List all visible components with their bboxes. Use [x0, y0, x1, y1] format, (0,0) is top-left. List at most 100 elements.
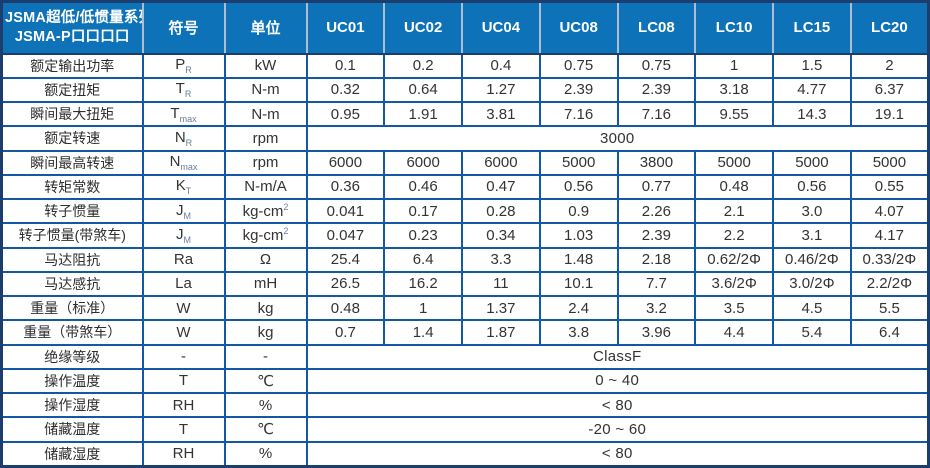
table-body: 额定输出功率 PR kW 0.1 0.2 0.4 0.75 0.75 1 1.5 2 额定扭矩 TR N-…	[0, 52, 930, 468]
value-cell: 5000	[849, 149, 930, 176]
value-cell: 11	[461, 270, 541, 298]
symbol-cell: RH	[141, 440, 226, 468]
table-row: 马达阻抗 Ra Ω 25.4 6.4 3.3 1.48 2.18 0.62/2Φ 0.46/2Φ 0…	[0, 246, 930, 273]
symbol-cell: RH	[141, 391, 226, 419]
table-row: 转子惯量(带煞车) JM kg-cm2 0.047 0.23 0.34 1.03 2.39 2.…	[0, 222, 930, 249]
row-label: 转子惯量	[0, 197, 144, 225]
value-cell: 0.46	[383, 173, 463, 201]
value-cell: 6000	[305, 149, 386, 176]
model-column-header-uc04: UC04	[461, 1, 540, 55]
symbol-text: J	[176, 225, 184, 243]
value-cell: 0.75	[616, 52, 697, 79]
symbol-cell: Tmax	[141, 100, 226, 128]
table-row: 操作湿度 RH% < 80	[0, 391, 930, 419]
symbol-text: T	[178, 372, 189, 390]
table-row: 转矩常数 KT N-m/A 0.36 0.46 0.47 0.56 0.77 0.48 0.56 0…	[0, 173, 930, 201]
value-cell: 1	[694, 52, 774, 79]
unit-text: kg-cm	[242, 227, 284, 245]
value-cell: 2.39	[616, 76, 697, 104]
row-label: 绝缘等级	[0, 343, 144, 370]
value-cell: 7.7	[616, 270, 697, 298]
value-cell: 0.4	[461, 52, 541, 79]
value-cell: 0.047	[305, 222, 386, 249]
symbol-text: W	[176, 323, 191, 341]
header-row: JSMA超低/低惯量系列 JSMA-P口口口口 符号 单位 UC01 UC02 UC…	[1, 1, 929, 55]
model-column-header-uc01: UC01	[305, 1, 385, 55]
symbol-text: T	[175, 80, 185, 98]
value-cell: 5000	[694, 149, 774, 176]
value-cell: 1.37	[461, 294, 541, 322]
value-cell: 1.5	[772, 52, 852, 79]
value-cell: 0.2	[383, 52, 463, 79]
series-title-cell: JSMA超低/低惯量系列 JSMA-P口口口口	[1, 1, 143, 55]
table-row: 操作温度 T ℃ 0 ~ 40	[0, 367, 930, 395]
symbol-subscript: M	[183, 234, 192, 245]
unit-cell: kg-cm2	[223, 222, 308, 249]
symbol-subscript: R	[185, 65, 192, 76]
value-cell: 0.75	[538, 52, 619, 79]
merged-value-cell: < 80	[305, 440, 930, 468]
value-cell: 3.0	[772, 197, 852, 225]
symbol-text: J	[176, 201, 184, 219]
value-cell: 0.1	[305, 52, 386, 79]
series-title-line1: JSMA超低/低惯量系列	[5, 9, 143, 26]
value-cell: 3.3	[461, 246, 541, 273]
value-cell: 3800	[616, 149, 697, 176]
value-cell: 5.5	[849, 294, 930, 322]
value-cell: 7.16	[616, 100, 697, 128]
table-row: 额定转速 NR rpm 3000	[0, 125, 930, 152]
row-label: 储藏温度	[0, 416, 144, 443]
unit-text: N-m	[251, 105, 280, 123]
value-cell: 6.4	[849, 319, 930, 346]
table-row: 瞬间最大扭矩 Tmax N-m 0.95 1.91 3.81 7.16 7.16 9.55 14.…	[0, 100, 930, 128]
symbol-cell: T	[141, 367, 226, 395]
symbol-subscript: max	[179, 113, 197, 124]
row-label: 转矩常数	[0, 173, 144, 201]
model-column-header-lc20: LC20	[849, 1, 929, 55]
table-row: 瞬间最高转速 Nmax rpm 6000 6000 6000 5000 3800 5000 500…	[0, 149, 930, 176]
value-cell: 3.2	[616, 294, 697, 322]
series-title-line2: JSMA-P口口口口	[14, 28, 130, 45]
symbol-text: Ra	[173, 251, 194, 269]
value-cell: 25.4	[305, 246, 386, 273]
model-column-header-lc10: LC10	[694, 1, 773, 55]
symbol-column-header: 符号	[141, 1, 225, 55]
table-row: 马达感抗 La mH 26.5 16.2 11 10.1 7.7 3.6/2Φ 3.0/2Φ 2.2…	[0, 270, 930, 298]
value-cell: 2.39	[616, 222, 697, 249]
value-cell: 2	[849, 52, 930, 79]
row-label: 转子惯量(带煞车)	[0, 222, 144, 249]
row-label: 马达感抗	[0, 270, 144, 298]
value-cell: 1.27	[461, 76, 541, 104]
value-cell: 4.77	[772, 76, 852, 104]
value-cell: 6000	[383, 149, 463, 176]
symbol-cell: La	[141, 270, 226, 298]
value-cell: 2.39	[538, 76, 619, 104]
value-cell: 7.16	[538, 100, 619, 128]
table-row: 额定输出功率 PR kW 0.1 0.2 0.4 0.75 0.75 1 1.5 2	[0, 52, 930, 79]
unit-cell: ℃	[223, 367, 308, 395]
unit-cell: ℃	[223, 416, 308, 443]
symbol-cell: T	[141, 416, 226, 443]
value-cell: 4.5	[772, 294, 852, 322]
value-cell: 2.1	[694, 197, 774, 225]
value-cell: 0.36	[305, 173, 386, 201]
value-cell: 3.5	[694, 294, 774, 322]
unit-cell: %	[223, 391, 308, 419]
unit-text: ℃	[257, 372, 274, 390]
value-cell: 0.23	[383, 222, 463, 249]
symbol-cell: TR	[141, 76, 226, 104]
value-cell: 3.81	[461, 100, 541, 128]
table-row: 转子惯量 JM kg-cm2 0.041 0.17 0.28 0.9 2.26 2.1 3.0 4.…	[0, 197, 930, 225]
value-cell: 3.8	[538, 319, 619, 346]
symbol-subscript: R	[184, 89, 192, 100]
symbol-cell: W	[141, 319, 226, 346]
row-label: 马达阻抗	[0, 246, 144, 273]
symbol-cell: PR	[141, 52, 226, 79]
symbol-text: N	[169, 153, 181, 171]
unit-cell: kW	[223, 52, 308, 79]
value-cell: 0.32	[305, 76, 386, 104]
symbol-text: W	[176, 299, 191, 317]
unit-text: -	[263, 348, 268, 366]
